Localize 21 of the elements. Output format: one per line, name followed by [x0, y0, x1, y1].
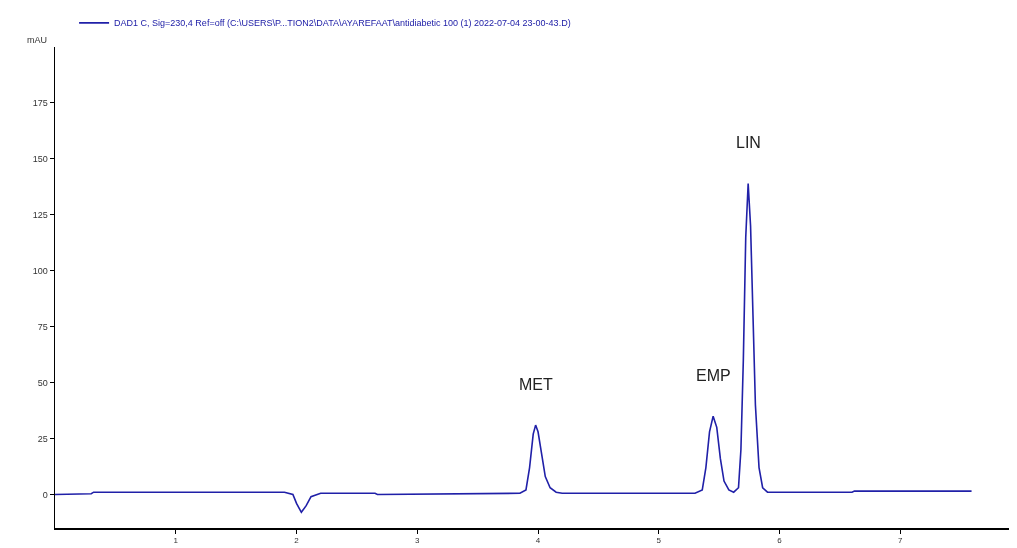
y-tick-label: 100	[32, 265, 48, 276]
legend-label: DAD1 C, Sig=230,4 Ref=off (C:\USERS\P...TION2\DATA\AYAREFAAT\antidiabetic 100 (1) 2022-07-04 23-00-43.D)	[114, 18, 571, 29]
y-tick-label: 50	[37, 377, 48, 388]
annotation: EMP	[696, 367, 731, 384]
y-tick-label: 175	[32, 98, 48, 109]
annotation: MET	[519, 376, 553, 393]
y-tick-label: 125	[32, 209, 48, 220]
y-tick-label: 0	[42, 489, 48, 500]
x-tick-label: 7	[898, 536, 904, 546]
x-tick-label: 6	[777, 536, 783, 546]
y-tick-label: 75	[37, 321, 48, 332]
x-tick-label: 2	[294, 536, 300, 546]
x-tick-label: 4	[535, 536, 541, 546]
y-tick-label: 150	[32, 154, 48, 165]
y-axis-title: mAU	[27, 35, 47, 45]
annotation: LIN	[736, 134, 761, 151]
x-tick-label: 1	[173, 536, 179, 546]
x-tick-label: 5	[656, 536, 662, 546]
x-tick-label: 3	[415, 536, 421, 546]
line-series	[55, 182, 973, 514]
y-tick-label: 25	[37, 433, 48, 444]
